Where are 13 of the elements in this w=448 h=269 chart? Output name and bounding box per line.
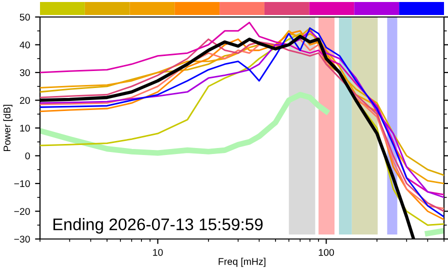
- y-tick-label: −10: [14, 180, 30, 188]
- y-tick-label: −20: [14, 208, 30, 215]
- x-axis-title: Freq [mHz]: [218, 258, 266, 267]
- y-tick-label: 0: [25, 152, 30, 160]
- x-tick-label: 100: [318, 248, 334, 256]
- y-tick-label: 30: [20, 69, 30, 76]
- y-tick-label: 20: [20, 96, 30, 104]
- annotation: Ending 2026-07-13 15:59:59: [53, 218, 263, 234]
- y-tick-label: −30: [14, 236, 30, 243]
- y-tick-label: 40: [20, 41, 30, 48]
- y-tick-label: 50: [20, 14, 30, 21]
- y-axis-title: Power [dB]: [3, 104, 12, 151]
- y-tick-label: 10: [20, 124, 30, 132]
